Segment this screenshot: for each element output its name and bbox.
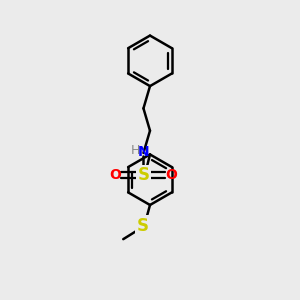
Text: H: H (130, 144, 140, 157)
Text: S: S (137, 166, 149, 184)
Text: O: O (166, 168, 177, 182)
Text: N: N (138, 145, 150, 159)
Text: S: S (136, 217, 148, 235)
Text: O: O (110, 168, 122, 182)
